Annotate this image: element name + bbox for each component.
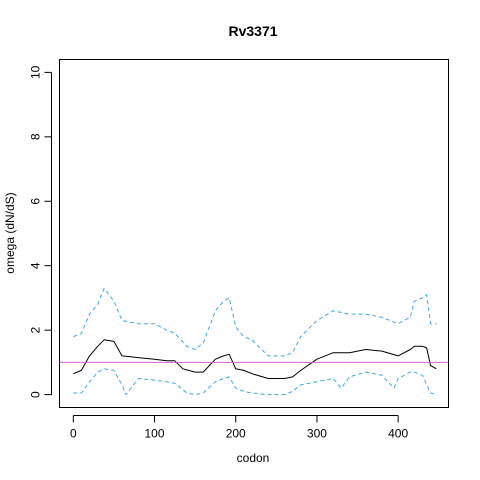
series-layer — [73, 287, 437, 396]
x-tick-label: 0 — [70, 427, 77, 441]
series-upper-line — [73, 287, 437, 357]
x-tick-label: 200 — [226, 427, 246, 441]
x-tick-label: 100 — [145, 427, 165, 441]
series-lower-line — [73, 368, 437, 396]
y-tick-label: 2 — [29, 327, 43, 334]
x-tick-label: 300 — [307, 427, 327, 441]
y-axis-label: omega (dN/dS) — [3, 192, 17, 273]
y-axis: 0 2 4 6 8 10 — [29, 65, 52, 398]
y-tick-label: 6 — [29, 198, 43, 205]
chart-title: Rv3371 — [228, 23, 277, 39]
x-axis-label: codon — [237, 451, 270, 465]
y-tick-label: 4 — [29, 262, 43, 269]
y-tick-label: 10 — [29, 65, 43, 79]
x-axis: 0 100 200 300 400 — [70, 415, 408, 441]
plot-frame — [59, 59, 449, 408]
y-tick-label: 0 — [29, 391, 43, 398]
x-tick-label: 400 — [388, 427, 408, 441]
series-estimate-line — [73, 339, 437, 379]
y-tick-label: 8 — [29, 133, 43, 140]
